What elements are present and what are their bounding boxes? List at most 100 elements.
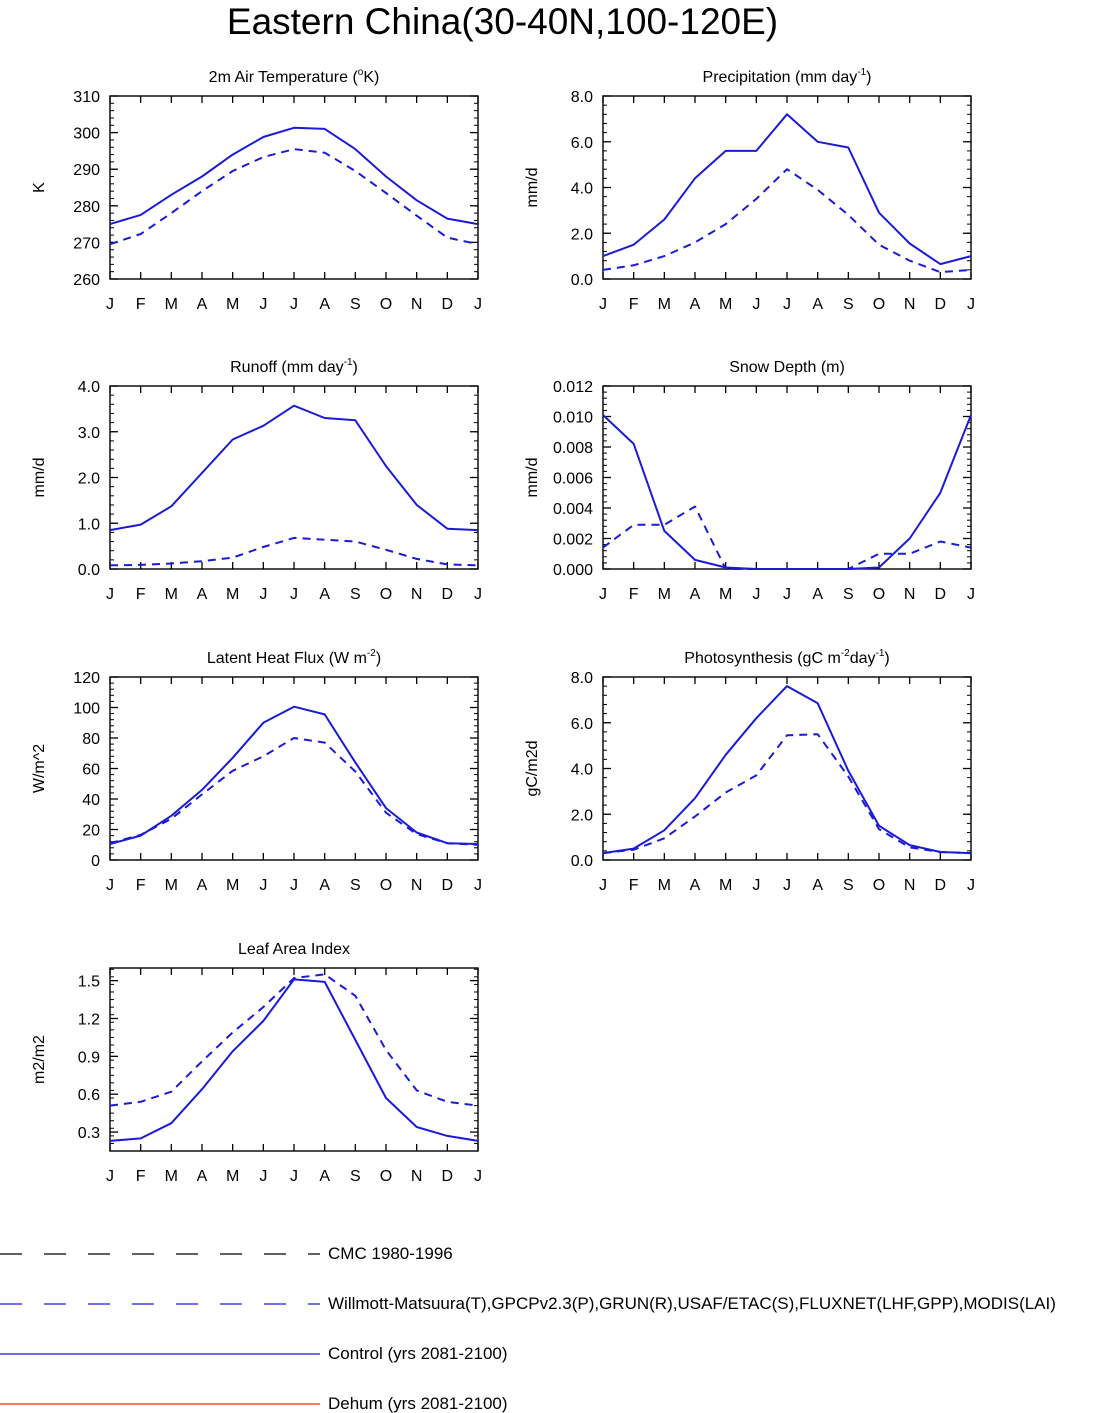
- legend-line-cmc: [0, 1253, 320, 1255]
- panel-1-ytick-label: 280: [73, 199, 100, 216]
- panel-2-title-part: ): [866, 69, 871, 86]
- panel-1-xtick-label: J: [474, 296, 482, 313]
- panel-5-xtick-label: M: [165, 877, 178, 894]
- panel-6-title-part: ): [884, 650, 889, 667]
- panel-2-xtick-label: J: [967, 296, 975, 313]
- panel-5-title: Latent Heat Flux (W m-2): [207, 648, 381, 667]
- panel-1-ytick-label: 270: [73, 235, 100, 252]
- panel-4-xtick-label: S: [843, 586, 854, 603]
- panel-7-xtick-label: A: [197, 1168, 208, 1185]
- panel-6-xtick-label: S: [843, 877, 854, 894]
- panel-5-xtick-label: N: [411, 877, 423, 894]
- panel-4-xtick-label: A: [690, 586, 701, 603]
- panel-5-xtick-label: S: [350, 877, 361, 894]
- panel-1-xtick-label: S: [350, 296, 361, 313]
- panel-7-series-control: [109, 978, 479, 1142]
- panel-7-xtick-label: J: [259, 1168, 267, 1185]
- figure-title: Eastern China(30-40N,100-120E): [226, 1, 779, 42]
- panel-2-xtick-label: F: [629, 296, 639, 313]
- panel-6-ytick-label: 0.0: [571, 853, 593, 870]
- panel-1-2m-air-temperature-ok: 2m Air Temperature (oK) K J F M A M J J A S O N D J 260…: [31, 67, 482, 313]
- panel-6-ytick-label: 6.0: [571, 716, 593, 733]
- panel-7-xtick-label: A: [319, 1168, 330, 1185]
- panel-4-xtick-label: J: [783, 586, 791, 603]
- legend-label-cmc: CMC 1980-1996: [328, 1244, 453, 1263]
- panel-4-xtick-label: J: [599, 586, 607, 603]
- panel-6-xtick-label: N: [904, 877, 916, 894]
- panel-6-ytick-label: 2.0: [571, 807, 593, 824]
- panel-6-xtick-label: O: [873, 877, 885, 894]
- panel-6-ytick-label: 4.0: [571, 762, 593, 779]
- panel-3-runoff-mm-day-1: Runoff (mm day-1) mm/d J F M A M J J A S O N D J 0.0 1.0…: [31, 357, 482, 603]
- panel-7-xtick-label: J: [106, 1168, 114, 1185]
- panel-3-xtick-label: J: [259, 586, 267, 603]
- panel-2-xtick-label: N: [904, 296, 916, 313]
- panel-2-ytick-label: 6.0: [571, 135, 593, 152]
- panel-6-xtick-label: F: [629, 877, 639, 894]
- panel-3-series-control: [109, 404, 479, 532]
- panel-4-ytick-label: 0.012: [553, 379, 593, 396]
- panel-3-frame: [109, 385, 479, 570]
- panel-4-snow-depth-m: Snow Depth (m) mm/d J F M A M J J A S O N D J 0.000 0.00…: [524, 359, 975, 603]
- panel-6-xtick-label: M: [719, 877, 732, 894]
- panel-1-ytick-label: 290: [73, 162, 100, 179]
- panel-4-ytick-label: 0.004: [553, 501, 593, 518]
- panel-7-leaf-area-index: Leaf Area Index m2/m2 J F M A M J J A S O N D J 0.3 0.6 0…: [31, 941, 482, 1185]
- panel-1-series-observations: [109, 148, 479, 246]
- panel-3-xtick-label: M: [226, 586, 239, 603]
- panel-6-title-part: day: [850, 650, 876, 667]
- panel-6-xtick-label: A: [812, 877, 823, 894]
- panel-5-series-observations: [109, 737, 479, 846]
- panel-3-xtick-label: M: [165, 586, 178, 603]
- panel-3-xtick-label: N: [411, 586, 423, 603]
- panel-2-xtick-label: M: [658, 296, 671, 313]
- panel-1-xtick-label: J: [259, 296, 267, 313]
- panel-7-ytick-label: 0.6: [78, 1087, 100, 1104]
- panel-5-title-part: ): [376, 650, 381, 667]
- panel-7-xtick-label: J: [290, 1168, 298, 1185]
- legend-item-dehum: Dehum (yrs 2081-2100): [0, 1392, 1117, 1413]
- panel-2-xtick-label: J: [783, 296, 791, 313]
- panel-5-xtick-label: D: [442, 877, 454, 894]
- panel-4-ylabel: mm/d: [524, 458, 541, 498]
- legend: CMC 1980-1996 Willmott-Matsuura(T),GPCPv…: [0, 1232, 1117, 1413]
- panel-2-ytick-label: 4.0: [571, 181, 593, 198]
- legend-line-control: [0, 1353, 320, 1355]
- panel-4-ytick-label: 0.006: [553, 471, 593, 488]
- panel-3-xtick-label: J: [106, 586, 114, 603]
- panel-4-xtick-label: M: [658, 586, 671, 603]
- panel-6-title-part: -1: [875, 648, 884, 659]
- panel-6-xtick-label: J: [967, 877, 975, 894]
- panel-5-frame: [109, 676, 479, 861]
- panel-6-series-observations: [602, 733, 972, 855]
- legend-item-observations: Willmott-Matsuura(T),GPCPv2.3(P),GRUN(R)…: [0, 1292, 1117, 1316]
- panel-5-latent-heat-flux-w-m-2: Latent Heat Flux (W m-2) W/m^2 J F M A M J J A S O N…: [31, 648, 482, 894]
- panel-3-title: Runoff (mm day-1): [230, 357, 358, 376]
- panel-3-xtick-label: D: [442, 586, 454, 603]
- panel-4-title-part: Snow Depth (m): [729, 359, 845, 376]
- panel-5-xtick-label: J: [106, 877, 114, 894]
- panel-7-frame: [109, 967, 479, 1152]
- panel-5-ytick-label: 100: [73, 701, 100, 718]
- panel-4-xtick-label: J: [967, 586, 975, 603]
- panel-7-series-observations: [109, 973, 479, 1107]
- panel-3-series-observations: [109, 536, 479, 567]
- panel-7-xtick-label: J: [474, 1168, 482, 1185]
- panel-4-frame: [602, 385, 972, 570]
- panel-3-title-part: Runoff (mm day: [230, 359, 344, 376]
- panel-6-title-part: Photosynthesis (gC m: [684, 650, 841, 667]
- panel-1-title: 2m Air Temperature (oK): [209, 67, 380, 86]
- panel-7-xtick-label: M: [226, 1168, 239, 1185]
- panel-5-ylabel: W/m^2: [31, 744, 48, 793]
- panel-2-xtick-label: A: [690, 296, 701, 313]
- panel-2-series-observations: [602, 168, 972, 274]
- panel-2-xtick-label: J: [752, 296, 760, 313]
- legend-line-dehum: [0, 1403, 320, 1405]
- panel-1-title-part: K): [363, 69, 379, 86]
- panel-7-title: Leaf Area Index: [238, 941, 350, 958]
- panel-1-xtick-label: A: [319, 296, 330, 313]
- panel-2-xtick-label: M: [719, 296, 732, 313]
- panel-6-frame: [602, 676, 972, 861]
- panel-4-ytick-label: 0.010: [553, 410, 593, 427]
- figure-panels: 2m Air Temperature (oK) K J F M A M J J A S O N D J 260…: [31, 67, 975, 1185]
